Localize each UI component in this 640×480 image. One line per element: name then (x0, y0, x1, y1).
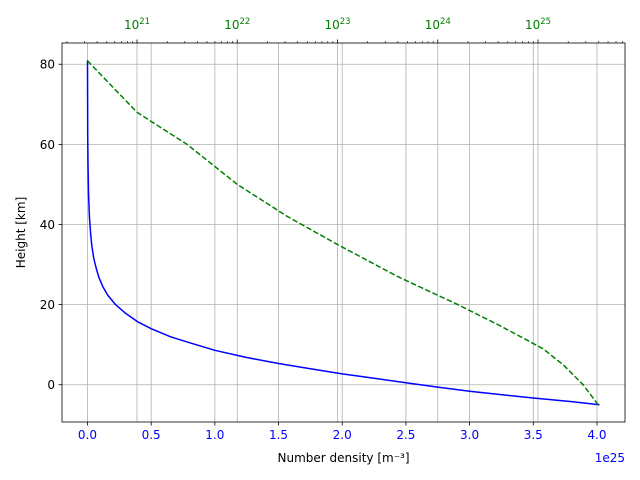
x-tick-label: 1.0 (205, 428, 224, 442)
plot-frame (61, 42, 626, 423)
axes: 0.0 0.5 1.0 1.5 2.0 2.5 3.0 3.5 4.0 0 20 40 60 80 1021… (40, 17, 626, 442)
x-tick-label: 3.0 (460, 428, 479, 442)
x-tick-label: 2.0 (333, 428, 352, 442)
y-tick-label: 20 (40, 298, 55, 312)
x-offset-label: 1e25 (595, 451, 625, 465)
y-tick-label: 0 (47, 378, 55, 392)
series-line-solid (86, 60, 600, 406)
y-tick-label: 80 (40, 58, 55, 72)
x-tick-label: 4.0 (587, 428, 606, 442)
x-tick-label: 3.5 (524, 428, 543, 442)
series-layer (86, 59, 600, 406)
y-axis-label: Height [km] (14, 197, 28, 268)
top-tick-label: 1024 (425, 17, 451, 32)
x-tick-label: 1.5 (269, 428, 288, 442)
x-tick-label: 0.5 (142, 428, 161, 442)
top-tick-label: 1025 (525, 17, 551, 32)
series-line-dashed (86, 59, 599, 406)
top-tick-label: 1023 (324, 17, 350, 32)
x-tick-label: 2.5 (396, 428, 415, 442)
x-axis-label: Number density [m⁻³] (277, 451, 409, 465)
grid (62, 43, 625, 422)
top-tick-label: 1021 (124, 17, 150, 32)
top-tick-label: 1022 (224, 17, 250, 32)
y-tick-label: 60 (40, 138, 55, 152)
x-tick-label: 0.0 (78, 428, 97, 442)
plot-area (62, 43, 625, 422)
y-tick-label: 40 (40, 218, 55, 232)
